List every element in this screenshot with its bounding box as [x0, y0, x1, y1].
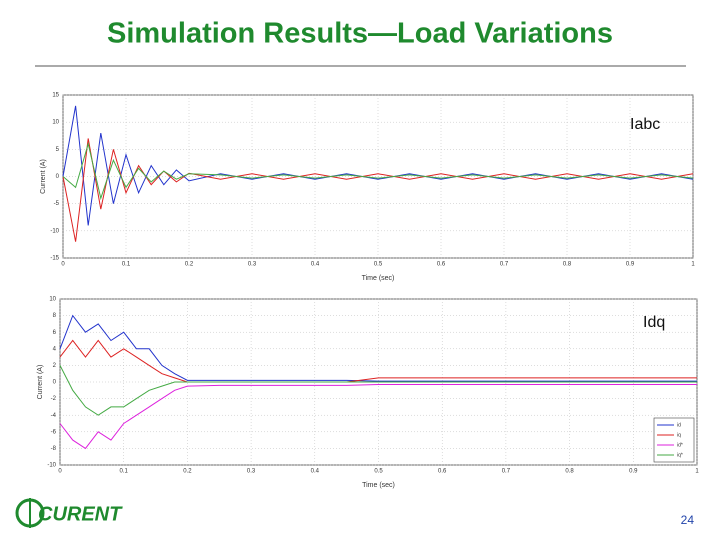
logo: CURENT	[15, 498, 123, 528]
x-tick-label: 0.2	[183, 469, 192, 475]
page-number: 24	[681, 513, 695, 527]
y-tick-label: -10	[50, 228, 59, 234]
y-tick-label: 0	[56, 174, 60, 180]
x-tick-label: 1	[695, 469, 699, 475]
y-tick-label: 4	[53, 346, 57, 352]
legend-label: id	[677, 422, 681, 428]
x-tick-label: 0.3	[248, 262, 257, 268]
plot-annotation: Iabc	[630, 116, 660, 133]
x-tick-label: 0.9	[626, 262, 635, 268]
x-tick-label: 0.7	[502, 469, 511, 475]
x-tick-label: 0	[58, 469, 62, 475]
legend-label: id*	[677, 442, 683, 448]
x-tick-label: 0.6	[437, 262, 446, 268]
y-tick-label: -6	[51, 429, 57, 435]
x-tick-label: 0.9	[629, 469, 638, 475]
y-axis-label: Current (A)	[40, 159, 47, 194]
chart: -10 -8 -6 -4 -2 0 2 4 6 8 10 0 0.1 0.2 0.3 0.4 0.5 0.6 0.7…	[37, 297, 699, 489]
y-tick-label: -15	[50, 256, 59, 262]
x-tick-label: 0.1	[122, 262, 131, 268]
legend-label: iq*	[677, 452, 683, 458]
x-tick-label: 1	[691, 262, 695, 268]
y-tick-label: -4	[51, 413, 57, 419]
x-tick-label: 0.1	[120, 469, 129, 475]
x-tick-label: 0.6	[438, 469, 447, 475]
legend: id iq id* iq*	[653, 417, 695, 463]
plot-annotation: Idq	[643, 314, 665, 331]
x-tick-label: 0.4	[311, 469, 320, 475]
series-line	[59, 314, 697, 382]
x-tick-label: 0.5	[374, 469, 383, 475]
y-tick-label: 5	[56, 147, 60, 153]
y-axis-label: Current (A)	[37, 365, 44, 400]
x-tick-label: 0.8	[563, 262, 572, 268]
y-tick-label: 10	[49, 297, 56, 303]
x-tick-label: 0	[61, 262, 65, 268]
y-tick-label: -5	[54, 201, 60, 207]
x-tick-label: 0.4	[311, 262, 320, 268]
y-tick-label: 0	[53, 380, 57, 386]
series-line	[62, 141, 694, 201]
slide-title: Simulation Results—Load Variations	[107, 18, 613, 50]
series-line	[62, 138, 694, 242]
x-tick-label: 0.3	[247, 469, 256, 475]
x-tick-label: 0.8	[565, 469, 574, 475]
series-line	[59, 383, 697, 450]
x-axis-label: Time (sec)	[362, 482, 395, 489]
legend-label: iq	[677, 432, 681, 438]
y-tick-label: 15	[52, 93, 59, 99]
x-axis-label: Time (sec)	[362, 275, 395, 282]
y-tick-label: -10	[47, 463, 56, 469]
x-tick-label: 0.5	[374, 262, 383, 268]
logo-text: CURENT	[38, 503, 123, 525]
x-tick-label: 0.7	[500, 262, 509, 268]
series-line	[59, 365, 697, 416]
y-tick-label: -8	[51, 446, 57, 452]
y-tick-label: 10	[52, 120, 59, 126]
y-tick-label: -2	[51, 396, 57, 402]
y-tick-label: 8	[53, 313, 57, 319]
y-tick-label: 2	[53, 363, 57, 369]
chart: -15 -10 -5 0 5 10 15 0 0.1 0.2 0.3 0.4 0.5 0.6 0.7 0.8 0…	[40, 93, 695, 282]
y-tick-label: 6	[53, 330, 57, 336]
x-tick-label: 0.2	[185, 262, 194, 268]
